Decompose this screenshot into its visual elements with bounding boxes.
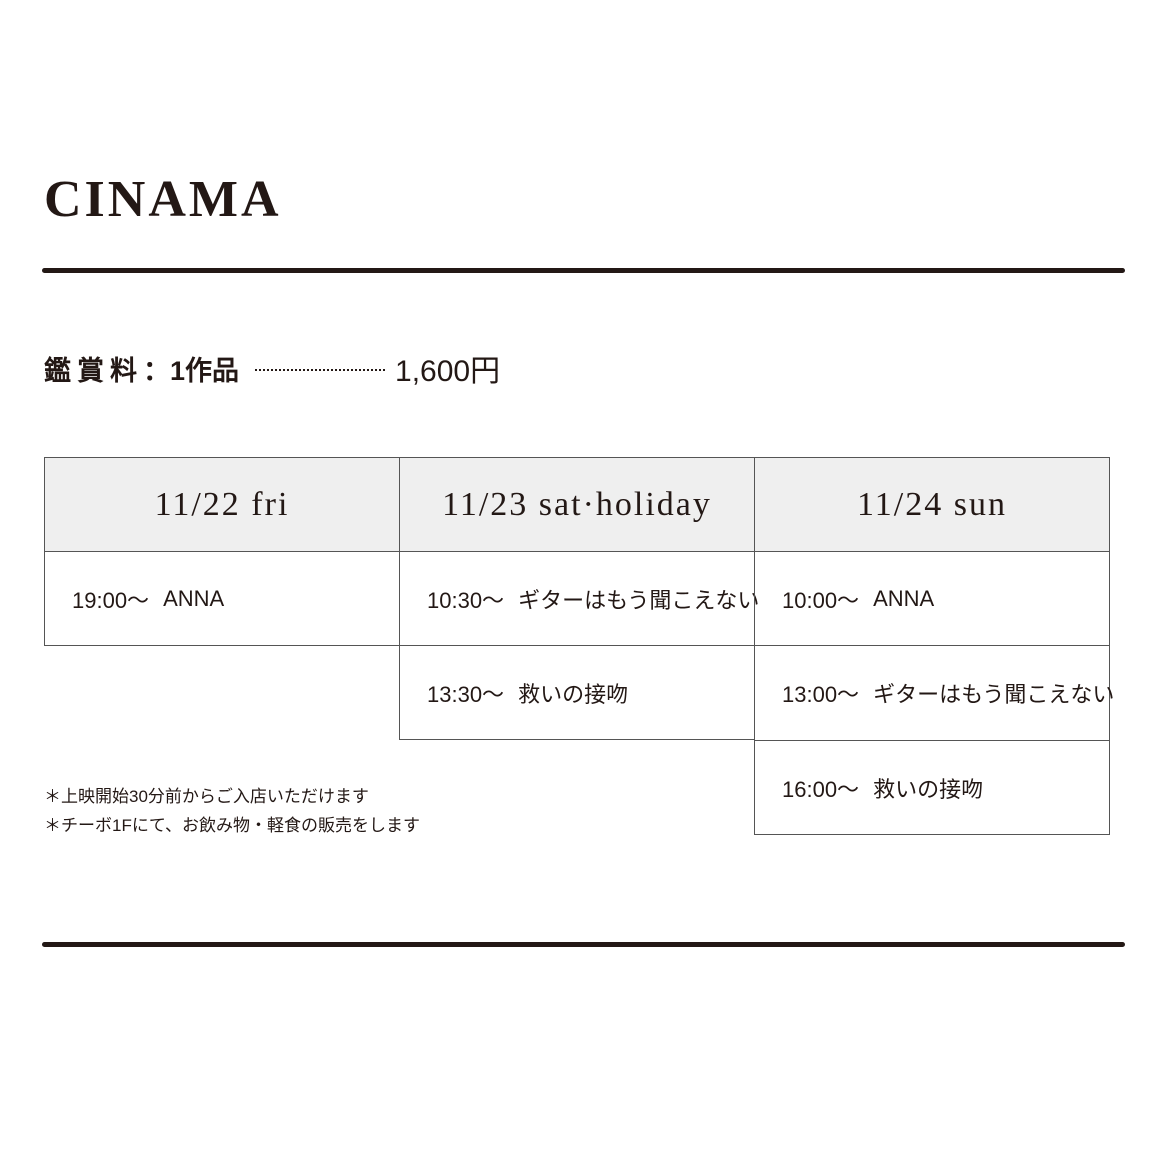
date-header-1: 11/22 fri	[44, 457, 400, 552]
divider-bottom	[42, 942, 1125, 947]
show-time: 16:00～	[782, 776, 860, 802]
show-time: 13:00～	[782, 682, 860, 707]
dotted-leader	[255, 369, 386, 371]
date-header-2: 11/23 sat·holiday	[399, 457, 755, 552]
page-title: CINAMA	[44, 171, 282, 228]
show-time: 10:30～	[427, 587, 505, 613]
film-title: ギターはもう聞こえない	[873, 682, 1115, 707]
showtime-cell: 10:30～ ギターはもう聞こえない	[399, 551, 759, 646]
show-time: 19:00～	[72, 587, 150, 613]
film-title: ANNA	[873, 585, 935, 611]
showtime-cell: 13:30～ 救いの接吻	[399, 645, 755, 740]
film-title: ANNA	[163, 585, 225, 611]
price-label: 鑑賞料	[44, 355, 143, 386]
price-amount: 1,600円	[395, 355, 501, 388]
note: ＊チーボ1Fにて、お飲み物・軽食の販売をします	[44, 816, 420, 835]
show-time: 10:00～	[782, 587, 860, 613]
notes: ＊上映開始30分前からご入店いただけます ＊チーボ1Fにて、お飲み物・軽食の販売…	[44, 782, 420, 840]
price-line: 鑑賞料 ： 1作品 1,600円	[44, 346, 500, 390]
price-separator: ：	[143, 355, 170, 386]
showtime-cell: 16:00～ 救いの接吻	[754, 740, 1110, 835]
note: ＊上映開始30分前からご入店いただけます	[44, 787, 369, 806]
showtime-cell: 10:00～ ANNA	[754, 551, 1110, 646]
showtime-cell: 13:00～ ギターはもう聞こえない	[754, 645, 1114, 741]
divider-top	[42, 268, 1125, 273]
film-title: 救いの接吻	[873, 776, 984, 802]
film-title: 救いの接吻	[518, 681, 629, 707]
date-header-3: 11/24 sun	[754, 457, 1110, 552]
showtime-cell: 19:00～ ANNA	[44, 551, 400, 646]
price-item: 1作品	[170, 355, 240, 386]
film-title: ギターはもう聞こえない	[518, 587, 760, 613]
show-time: 13:30～	[427, 681, 505, 707]
